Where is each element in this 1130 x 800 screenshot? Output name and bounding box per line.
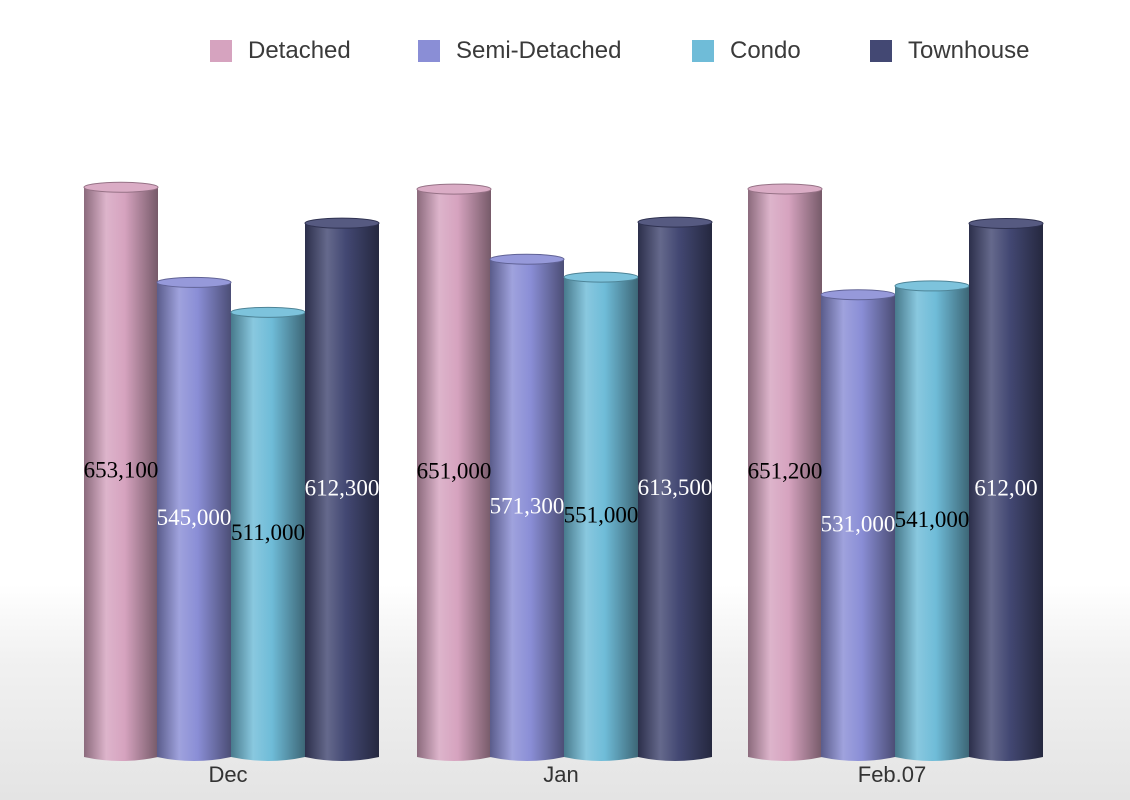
data-label-semi-detached-jan: 571,300 [490,494,565,519]
data-label-condo-feb-07: 541,000 [895,507,970,532]
legend-label-semi-detached: Semi-Detached [456,37,622,64]
data-label-condo-dec: 511,000 [231,520,305,545]
legend-swatch-townhouse [870,40,892,62]
bars-layer [83,181,1044,762]
bar-condo-jan [563,271,639,761]
data-label-semi-detached-feb-07: 531,000 [821,511,896,536]
legend-item-condo[interactable]: Condo [692,34,801,68]
legend-swatch-detached [210,40,232,62]
data-label-townhouse-dec: 612,300 [305,476,380,501]
x-axis-ticks: Dec Jan Feb.07 [208,762,926,787]
bar-townhouse-jan [637,216,713,761]
data-label-detached-feb-07: 651,200 [748,458,823,483]
legend-label-condo: Condo [730,37,801,64]
bar-semi-detached-jan [489,253,565,761]
legend-label-townhouse: Townhouse [908,37,1030,64]
bar-condo-dec [230,306,306,761]
bar-semi-detached-dec [156,276,232,761]
legend: Detached Semi-Detached Condo Townhouse [0,34,1130,68]
x-tick-label-feb-07: Feb.07 [858,762,927,787]
x-tick-label-dec: Dec [208,762,247,787]
legend-item-detached[interactable]: Detached [210,34,351,68]
legend-swatch-condo [692,40,714,62]
legend-swatch-semi-detached [418,40,440,62]
data-label-detached-dec: 653,100 [84,458,159,483]
bar-detached-feb-07 [747,183,823,762]
legend-item-townhouse[interactable]: Townhouse [870,34,1029,68]
bar-detached-dec [83,181,159,762]
x-tick-label-jan: Jan [543,762,578,787]
data-label-condo-jan: 551,000 [564,503,639,528]
data-label-townhouse-jan: 613,500 [638,475,713,500]
bar-semi-detached-feb-07 [820,289,896,761]
bar-townhouse-feb-07 [968,217,1044,761]
legend-label-detached: Detached [248,37,351,64]
bar-condo-feb-07 [894,280,970,761]
data-label-townhouse-feb-07: 612,00 [974,476,1037,501]
data-label-detached-jan: 651,000 [417,459,492,484]
bar-townhouse-dec [304,217,380,761]
bar-detached-jan [416,183,492,761]
data-label-semi-detached-dec: 545,000 [157,505,232,530]
legend-item-semi-detached[interactable]: Semi-Detached [418,34,621,68]
